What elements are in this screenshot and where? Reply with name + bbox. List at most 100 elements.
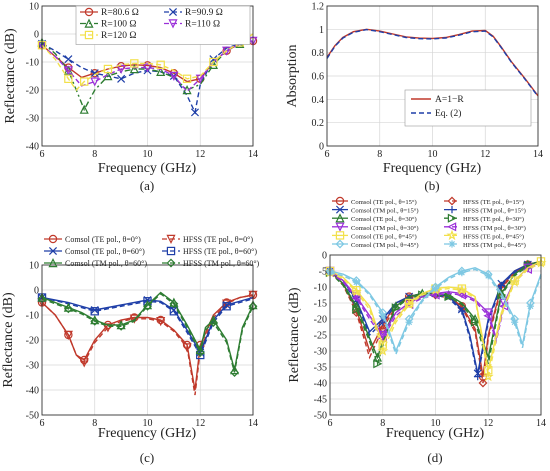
data-point xyxy=(379,318,387,326)
legend-label: R=110 Ω xyxy=(185,20,220,30)
data-point xyxy=(478,378,488,388)
data-point xyxy=(63,66,73,76)
series-line xyxy=(41,40,254,112)
y-tick-label: -10 xyxy=(26,311,39,322)
data-point xyxy=(79,77,89,86)
panel-label: (c) xyxy=(140,450,154,465)
legend-marker xyxy=(84,30,94,40)
y-tick-label: 1.2 xyxy=(312,2,325,13)
data-point xyxy=(79,104,89,114)
legend-label: Comsol (TM pol., θ=30°) xyxy=(351,225,419,232)
data-point xyxy=(103,323,113,333)
y-tick-label: 0.6 xyxy=(312,72,325,83)
legend-marker xyxy=(168,7,178,17)
data-point xyxy=(130,59,139,68)
series-line xyxy=(329,262,542,377)
data-point xyxy=(403,298,415,310)
x-tick-label: 10 xyxy=(428,149,438,160)
legend-box xyxy=(75,5,251,45)
x-tick-label: 6 xyxy=(328,418,333,429)
legend-label: HFSS (TM pol., θ=45°) xyxy=(463,242,526,249)
y-tick-label: -50 xyxy=(26,411,39,422)
legend-marker xyxy=(335,196,345,206)
data-point xyxy=(458,307,466,315)
data-point xyxy=(190,108,199,117)
legend-marker xyxy=(166,234,176,244)
series-line xyxy=(326,28,539,97)
y-tick-label: -15 xyxy=(314,299,327,310)
legend: Comsol (TE pol., θ=15°) HFSS (TE pol., θ=… xyxy=(332,196,526,249)
y-tick-label: -20 xyxy=(314,315,327,326)
y-tick-label: -45 xyxy=(314,395,327,406)
data-point xyxy=(351,293,361,303)
data-point xyxy=(230,368,239,377)
data-point xyxy=(391,303,401,313)
data-point xyxy=(182,343,192,353)
legend-label: Comsol (TE pol., θ=45°) xyxy=(351,233,417,240)
legend-marker xyxy=(166,246,176,256)
data-point xyxy=(474,373,482,381)
x-tick-label: 12 xyxy=(480,149,490,160)
data-point xyxy=(79,358,89,368)
data-point xyxy=(456,284,468,295)
x-tick-label: 14 xyxy=(536,418,546,429)
y-tick-label: -40 xyxy=(26,386,39,397)
legend: A=1−R Eq. (2) xyxy=(404,89,532,127)
data-point xyxy=(484,272,492,280)
data-point xyxy=(63,330,73,340)
data-point xyxy=(156,60,165,70)
y-tick-label: 1 xyxy=(319,25,324,36)
y-tick-label: -40 xyxy=(26,142,39,153)
legend-label: Comsol (TE pol., θ=0°) xyxy=(65,235,141,244)
legend-label: Comsol (TE pol., θ=30°) xyxy=(351,216,417,223)
data-point xyxy=(379,312,387,320)
y-tick-label: -20 xyxy=(26,86,39,97)
data-point xyxy=(509,276,521,287)
y-tick-label: 0 xyxy=(322,251,327,262)
y-tick-label: -5 xyxy=(319,267,327,278)
y-tick-label: -30 xyxy=(26,361,39,372)
data-point xyxy=(63,304,73,314)
plot-frame xyxy=(329,254,542,416)
series-2 xyxy=(326,28,539,97)
legend-marker xyxy=(446,229,458,241)
x-tick-label: 10 xyxy=(431,418,441,429)
data-point xyxy=(430,290,440,300)
data-point xyxy=(483,311,493,321)
data-point xyxy=(352,278,360,286)
legend-label: HFSS (TM pol., θ=30°) xyxy=(463,225,526,232)
data-point xyxy=(352,304,362,314)
legend-marker xyxy=(448,206,456,214)
data-point xyxy=(64,74,73,83)
series-line xyxy=(41,33,254,92)
x-tick-label: 10 xyxy=(143,418,153,429)
y-tick-label: 10 xyxy=(29,261,39,272)
legend-label: Comsol (TM pol., θ=15°) xyxy=(351,208,419,215)
data-point xyxy=(209,55,218,64)
legend-label: R=100 Ω xyxy=(101,20,136,30)
data-point xyxy=(117,74,126,83)
panel-label: (b) xyxy=(424,178,439,193)
y-tick-label: -10 xyxy=(26,58,39,69)
legend-marker xyxy=(335,222,345,232)
series-line xyxy=(41,292,254,373)
y-tick-label: -20 xyxy=(26,336,39,347)
data-point xyxy=(143,61,152,70)
x-tick-label: 12 xyxy=(483,418,493,429)
legend-marker xyxy=(447,213,457,223)
series-line xyxy=(41,296,254,355)
x-tick-label: 8 xyxy=(92,149,97,160)
y-tick-label: 0 xyxy=(319,142,324,153)
data-point xyxy=(456,290,467,300)
data-point xyxy=(222,46,232,56)
legend-label: Eq. (2) xyxy=(435,108,461,119)
data-point xyxy=(208,318,218,327)
legend-marker xyxy=(447,196,457,206)
x-tick-label: 14 xyxy=(248,418,258,429)
data-point xyxy=(377,345,389,356)
legend: Comsol (TE pol., θ=0°) HFSS (TE pol., θ=0… xyxy=(44,234,260,268)
y-tick-label: 0.8 xyxy=(312,48,325,59)
legend-label: R=120 Ω xyxy=(101,31,136,41)
legend-box xyxy=(404,89,532,127)
data-point xyxy=(103,64,113,74)
